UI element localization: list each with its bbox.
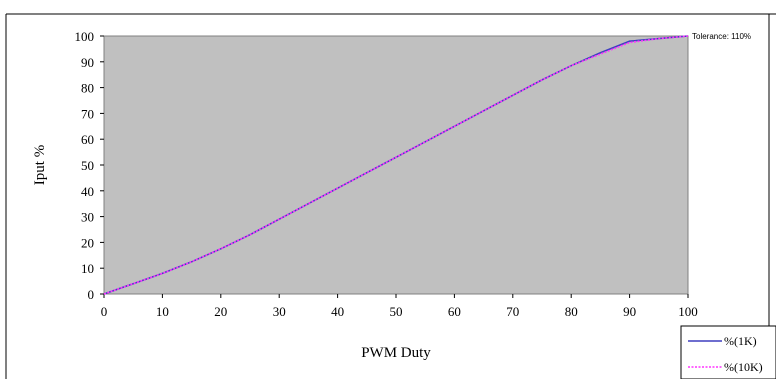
x-tick-label: 100: [678, 304, 698, 319]
x-axis: 0 10 20 30 40 50 60 70 80 90 100: [101, 294, 698, 319]
series-line-10k: [103, 35, 689, 295]
y-tick-label: 50: [81, 158, 94, 173]
y-tick-label: 20: [81, 235, 94, 250]
y-tick-label: 10: [81, 261, 94, 276]
x-tick-label: 70: [506, 304, 519, 319]
x-tick-label: 40: [331, 304, 344, 319]
x-tick-label: 80: [565, 304, 578, 319]
x-tick-label: 30: [273, 304, 286, 319]
x-tick-label: 90: [623, 304, 636, 319]
y-tick-label: 60: [81, 132, 94, 147]
legend-box: [680, 325, 776, 379]
legend-label-10k: %(10K): [724, 360, 763, 374]
x-tick-label: 60: [448, 304, 461, 319]
tolerance-annotation: Tolerance: 110%: [692, 32, 751, 41]
legend-label-1k: %(1K): [724, 334, 757, 348]
legend: %(1K) %(10K): [680, 325, 776, 379]
x-tick-label: 10: [156, 304, 169, 319]
x-tick-label: 0: [101, 304, 108, 319]
y-tick-label: 40: [81, 184, 94, 199]
y-tick-label: 30: [81, 210, 94, 225]
y-tick-label: 100: [75, 29, 95, 44]
y-tick-label: 80: [81, 81, 94, 96]
x-tick-label: 20: [214, 304, 227, 319]
y-axis-title: Iput %: [32, 145, 48, 185]
plot-area: [103, 35, 689, 295]
x-tick-label: 50: [390, 304, 403, 319]
y-tick-label: 70: [81, 106, 94, 121]
series-group: [103, 35, 689, 295]
x-axis-title: PWM Duty: [361, 345, 431, 361]
y-axis: 0 10 20 30 40 50 60 70 80 90 100: [75, 29, 104, 302]
y-tick-label: 90: [81, 55, 94, 70]
y-tick-label: 0: [88, 287, 95, 302]
